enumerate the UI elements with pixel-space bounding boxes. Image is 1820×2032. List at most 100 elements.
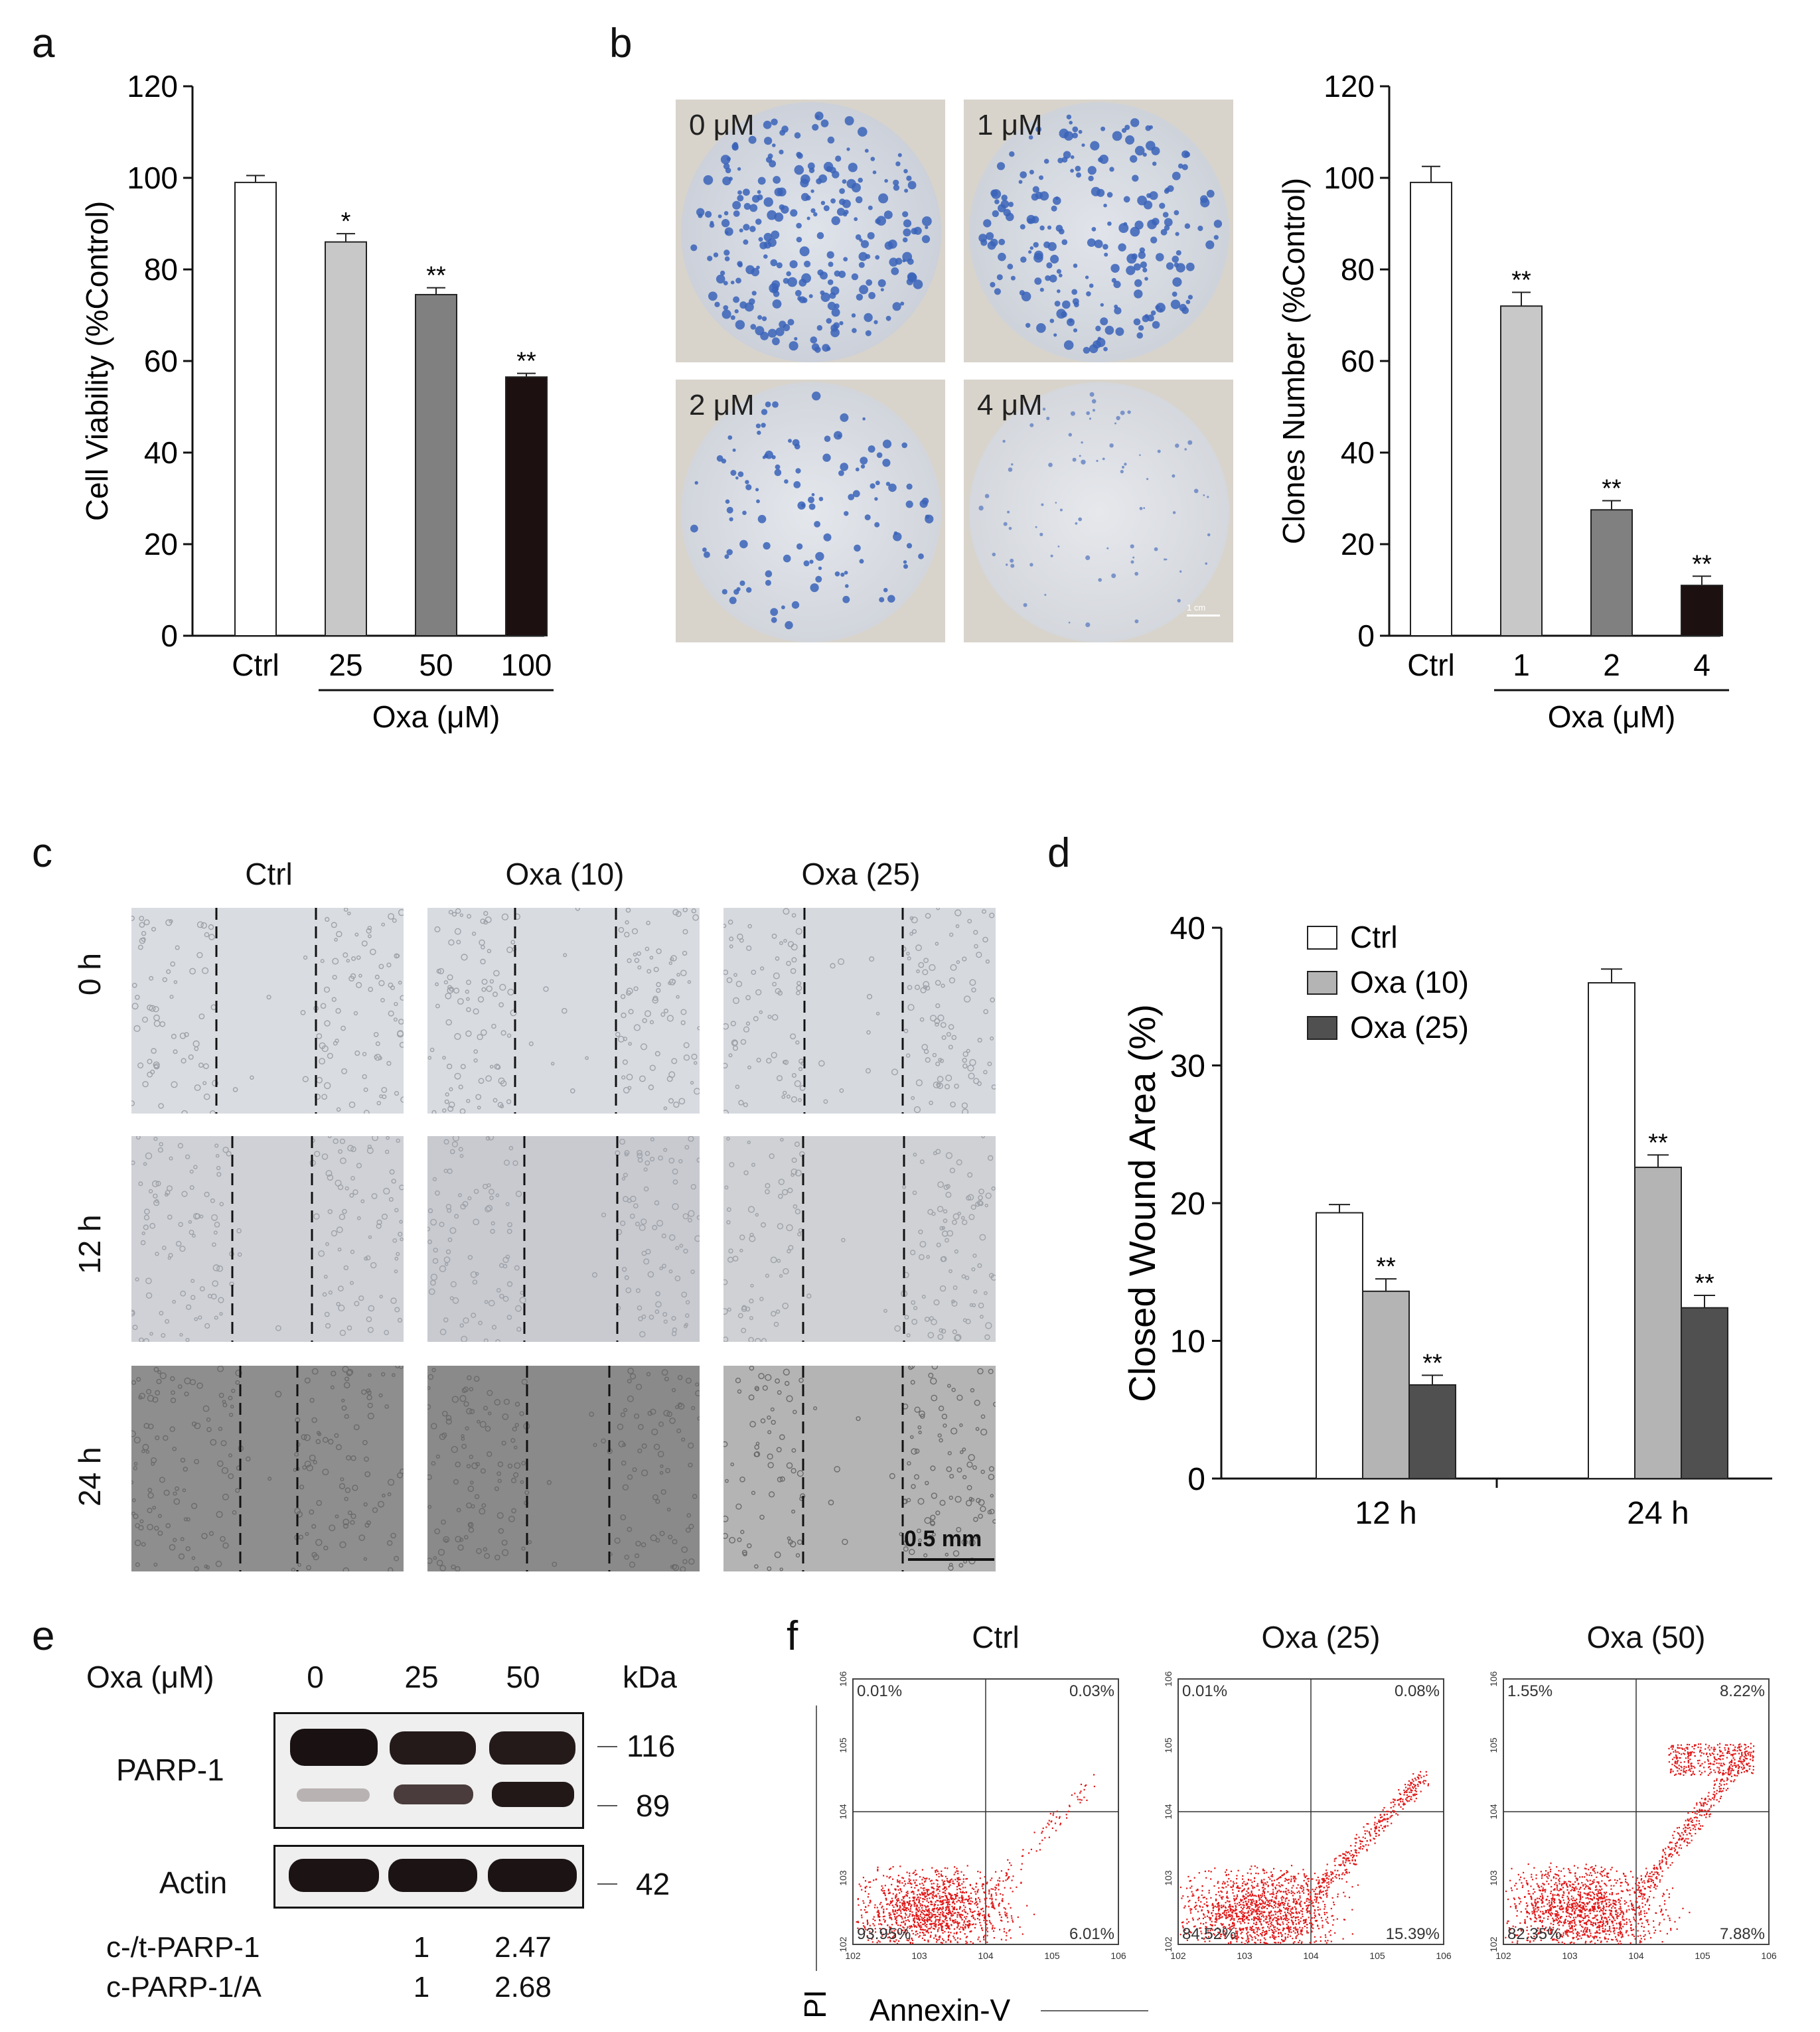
event-dot xyxy=(933,1911,935,1913)
cell xyxy=(141,1231,145,1236)
event-dot xyxy=(953,1907,955,1909)
event-dot xyxy=(929,1893,931,1895)
event-dot xyxy=(881,1935,883,1937)
event-dot xyxy=(1263,1891,1266,1893)
event-dot xyxy=(931,1903,933,1906)
event-dot xyxy=(1286,1917,1288,1919)
colony xyxy=(1059,508,1063,512)
event-dot xyxy=(1288,1879,1290,1881)
event-dot xyxy=(1276,1920,1278,1922)
cell xyxy=(950,964,957,971)
event-dot xyxy=(942,1908,944,1910)
cell xyxy=(911,1096,915,1100)
event-dot xyxy=(1254,1932,1256,1934)
event-dot xyxy=(875,1931,877,1933)
colony xyxy=(1047,225,1052,230)
cell xyxy=(989,1508,995,1514)
cell xyxy=(194,1422,201,1429)
event-dot xyxy=(940,1942,942,1944)
panel-letter-a: a xyxy=(32,21,55,66)
colony xyxy=(868,445,875,453)
event-dot xyxy=(924,1896,926,1898)
event-dot xyxy=(950,1941,952,1943)
cell xyxy=(133,1466,138,1471)
colony xyxy=(1142,153,1147,157)
colony xyxy=(885,315,891,321)
cell xyxy=(494,1399,501,1406)
event-dot xyxy=(1246,1928,1248,1930)
event-dot xyxy=(968,1895,970,1898)
cell xyxy=(842,1538,848,1546)
cell xyxy=(199,1286,205,1292)
event-dot xyxy=(1242,1882,1244,1884)
event-dot xyxy=(857,1921,859,1923)
event-dot xyxy=(939,1936,941,1938)
cell xyxy=(499,983,506,991)
event-dot xyxy=(979,1940,981,1942)
cell xyxy=(469,1409,475,1415)
cell xyxy=(342,1366,349,1373)
cell xyxy=(159,1477,165,1483)
colony xyxy=(755,326,765,336)
event-dot xyxy=(935,1901,937,1903)
event-dot xyxy=(943,1881,945,1883)
cell xyxy=(362,1074,367,1080)
cell xyxy=(459,1323,464,1328)
colony xyxy=(827,279,834,285)
colony xyxy=(1050,254,1059,264)
colony xyxy=(994,199,1000,204)
cell xyxy=(341,1405,347,1411)
colony xyxy=(820,292,830,302)
cell xyxy=(376,1223,382,1229)
event-dot xyxy=(929,1927,931,1929)
cell xyxy=(131,1480,134,1485)
event-dot xyxy=(1224,1932,1227,1934)
event-dot xyxy=(1002,1900,1004,1902)
event-dot xyxy=(1233,1910,1235,1912)
cell xyxy=(797,1232,802,1237)
event-dot xyxy=(950,1924,952,1926)
colony xyxy=(1066,114,1072,119)
event-dot xyxy=(979,1913,981,1915)
event-dot xyxy=(1290,1931,1292,1933)
cell xyxy=(190,1502,198,1510)
event-dot xyxy=(931,1887,933,1889)
colony xyxy=(1172,291,1177,297)
event-dot xyxy=(1295,1937,1297,1939)
colony xyxy=(1061,239,1068,246)
colony xyxy=(1144,277,1148,281)
wound-overlay xyxy=(131,1366,404,1571)
event-dot xyxy=(1303,1892,1305,1894)
event-dot xyxy=(921,1907,923,1909)
event-dot xyxy=(1219,1914,1222,1916)
event-dot xyxy=(1224,1906,1226,1908)
colony xyxy=(690,244,698,252)
event-dot xyxy=(927,1928,929,1930)
colony xyxy=(1130,155,1138,163)
event-dot xyxy=(919,1905,921,1907)
event-dot xyxy=(1199,1927,1202,1929)
event-dot xyxy=(1284,1937,1286,1939)
colony xyxy=(870,157,875,161)
event-dot xyxy=(1193,1926,1195,1928)
event-dot xyxy=(1215,1899,1217,1901)
event-dot xyxy=(862,1922,864,1924)
cell xyxy=(461,1437,465,1441)
event-dot xyxy=(926,1913,928,1915)
event-dot xyxy=(1312,1927,1314,1929)
cell xyxy=(335,1514,339,1519)
cell xyxy=(760,1418,766,1423)
event-dot xyxy=(1273,1926,1275,1928)
event-dot xyxy=(894,1888,896,1890)
cell xyxy=(691,1053,698,1060)
marker-tick-42 xyxy=(597,1883,617,1885)
cell xyxy=(487,1390,493,1396)
event-dot xyxy=(868,1893,870,1895)
cell xyxy=(678,1403,685,1410)
cell xyxy=(790,968,796,974)
event-dot xyxy=(883,1915,885,1917)
wound-scale-bar-label: 0.5 mm xyxy=(904,1526,982,1552)
event-dot xyxy=(1274,1913,1276,1915)
colony xyxy=(796,236,802,243)
event-dot xyxy=(858,1921,860,1923)
